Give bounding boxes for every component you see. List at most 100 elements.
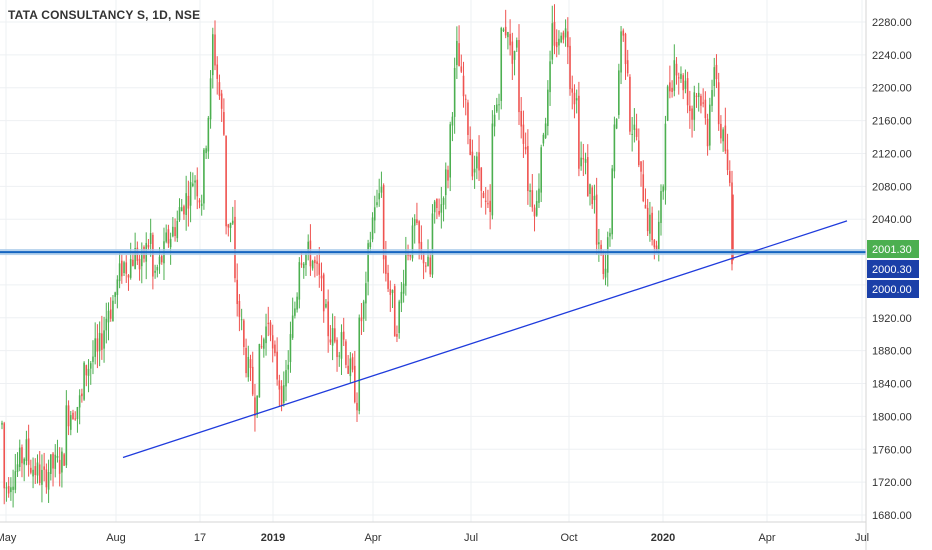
- candle-body: [178, 207, 181, 221]
- candle-body: [527, 146, 529, 192]
- candle-body: [94, 338, 96, 357]
- candle-body: [447, 169, 449, 181]
- candle-body: [234, 216, 236, 279]
- x-tick-label: Aug: [106, 532, 126, 544]
- candle-body: [16, 464, 19, 472]
- candle-body: [418, 221, 420, 244]
- candle-body: [629, 76, 631, 132]
- candle-body: [302, 263, 305, 269]
- x-tick-label: Apr: [364, 532, 381, 544]
- candle-body: [96, 338, 99, 352]
- x-tick-label: 2019: [261, 532, 285, 544]
- x-tick-label: Jul: [855, 532, 869, 544]
- candle-body: [267, 322, 270, 325]
- candle-body: [540, 147, 542, 193]
- candle-body: [203, 149, 205, 204]
- candle-body: [553, 21, 556, 46]
- candle-body: [10, 487, 12, 493]
- candle-body: [41, 469, 43, 485]
- candle-body: [285, 370, 287, 387]
- candle-body: [305, 254, 307, 266]
- price-labels: 2001.30 2000.30 2000.00: [867, 240, 919, 298]
- candle-body: [436, 198, 438, 209]
- candle-body: [132, 259, 134, 266]
- candle-body: [271, 335, 274, 349]
- candle-body: [116, 279, 119, 295]
- candle-body: [351, 357, 354, 370]
- candle-body: [276, 351, 278, 380]
- candle-body: [112, 300, 114, 322]
- candle-body: [704, 99, 707, 119]
- candle-body: [118, 263, 121, 282]
- candle-body: [32, 469, 34, 477]
- candle-body: [535, 201, 538, 216]
- candle-body: [433, 201, 436, 213]
- candle-body: [646, 207, 649, 232]
- price-tag-label: 2000.30: [872, 264, 912, 276]
- candle-body: [551, 23, 554, 60]
- candle-body: [269, 322, 272, 336]
- candle-body: [382, 185, 385, 260]
- candle-body: [74, 418, 77, 420]
- candle-body: [427, 256, 429, 267]
- candle-body: [114, 292, 116, 297]
- candles: [1, 4, 734, 508]
- candle-body: [356, 402, 358, 411]
- y-tick-label: 1880.00: [872, 346, 912, 358]
- candle-body: [657, 221, 660, 250]
- candle-body: [507, 32, 509, 38]
- candle-body: [165, 232, 167, 242]
- candle-body: [123, 262, 125, 274]
- candle-body: [7, 486, 10, 494]
- candle-body: [147, 244, 150, 248]
- candle-body: [533, 207, 536, 217]
- candle-body: [336, 339, 338, 358]
- candle-body: [225, 135, 227, 227]
- candle-body: [311, 261, 314, 269]
- x-tick-label: May: [0, 532, 17, 544]
- candle-body: [451, 116, 454, 126]
- candle-body: [476, 156, 478, 169]
- candle-body: [513, 50, 516, 60]
- candle-body: [152, 234, 154, 277]
- time-axis[interactable]: May Aug 17 2019 Apr Jul Oct 2020 Apr Jul: [0, 521, 869, 544]
- candle-body: [402, 283, 405, 294]
- candle-body: [220, 93, 223, 109]
- candle-body: [569, 45, 571, 90]
- candle-body: [158, 256, 161, 265]
- candle-body: [342, 331, 345, 340]
- candle-body: [183, 206, 185, 215]
- candle-body: [318, 263, 321, 275]
- candle-body: [715, 64, 718, 80]
- y-tick-label: 2240.00: [872, 50, 912, 62]
- candle-body: [58, 459, 61, 474]
- candle-body: [711, 90, 713, 106]
- candle-body: [98, 332, 101, 352]
- candle-body: [560, 35, 562, 43]
- candle-body: [626, 60, 629, 74]
- y-tick-label: 1760.00: [872, 444, 912, 456]
- y-tick-label: 2120.00: [872, 148, 912, 160]
- candle-body: [720, 123, 722, 139]
- candle-body: [61, 451, 63, 473]
- candle-body: [198, 200, 201, 203]
- candle-body: [391, 290, 394, 293]
- candle-body: [618, 70, 620, 115]
- candle-body: [189, 182, 192, 206]
- candle-body: [675, 63, 678, 76]
- candle-body: [360, 317, 363, 322]
- candle-body: [518, 40, 520, 113]
- candle-body: [140, 249, 143, 267]
- candle-body: [238, 301, 241, 317]
- candle-body: [689, 105, 691, 112]
- candle-body: [584, 159, 587, 163]
- candle-body: [655, 245, 658, 252]
- candle-body: [47, 472, 50, 490]
- candle-body: [491, 123, 494, 216]
- candle-body: [538, 188, 540, 203]
- candle-body: [176, 220, 179, 239]
- candle-body: [595, 194, 598, 245]
- candle-body: [529, 190, 531, 192]
- candle-body: [65, 405, 68, 466]
